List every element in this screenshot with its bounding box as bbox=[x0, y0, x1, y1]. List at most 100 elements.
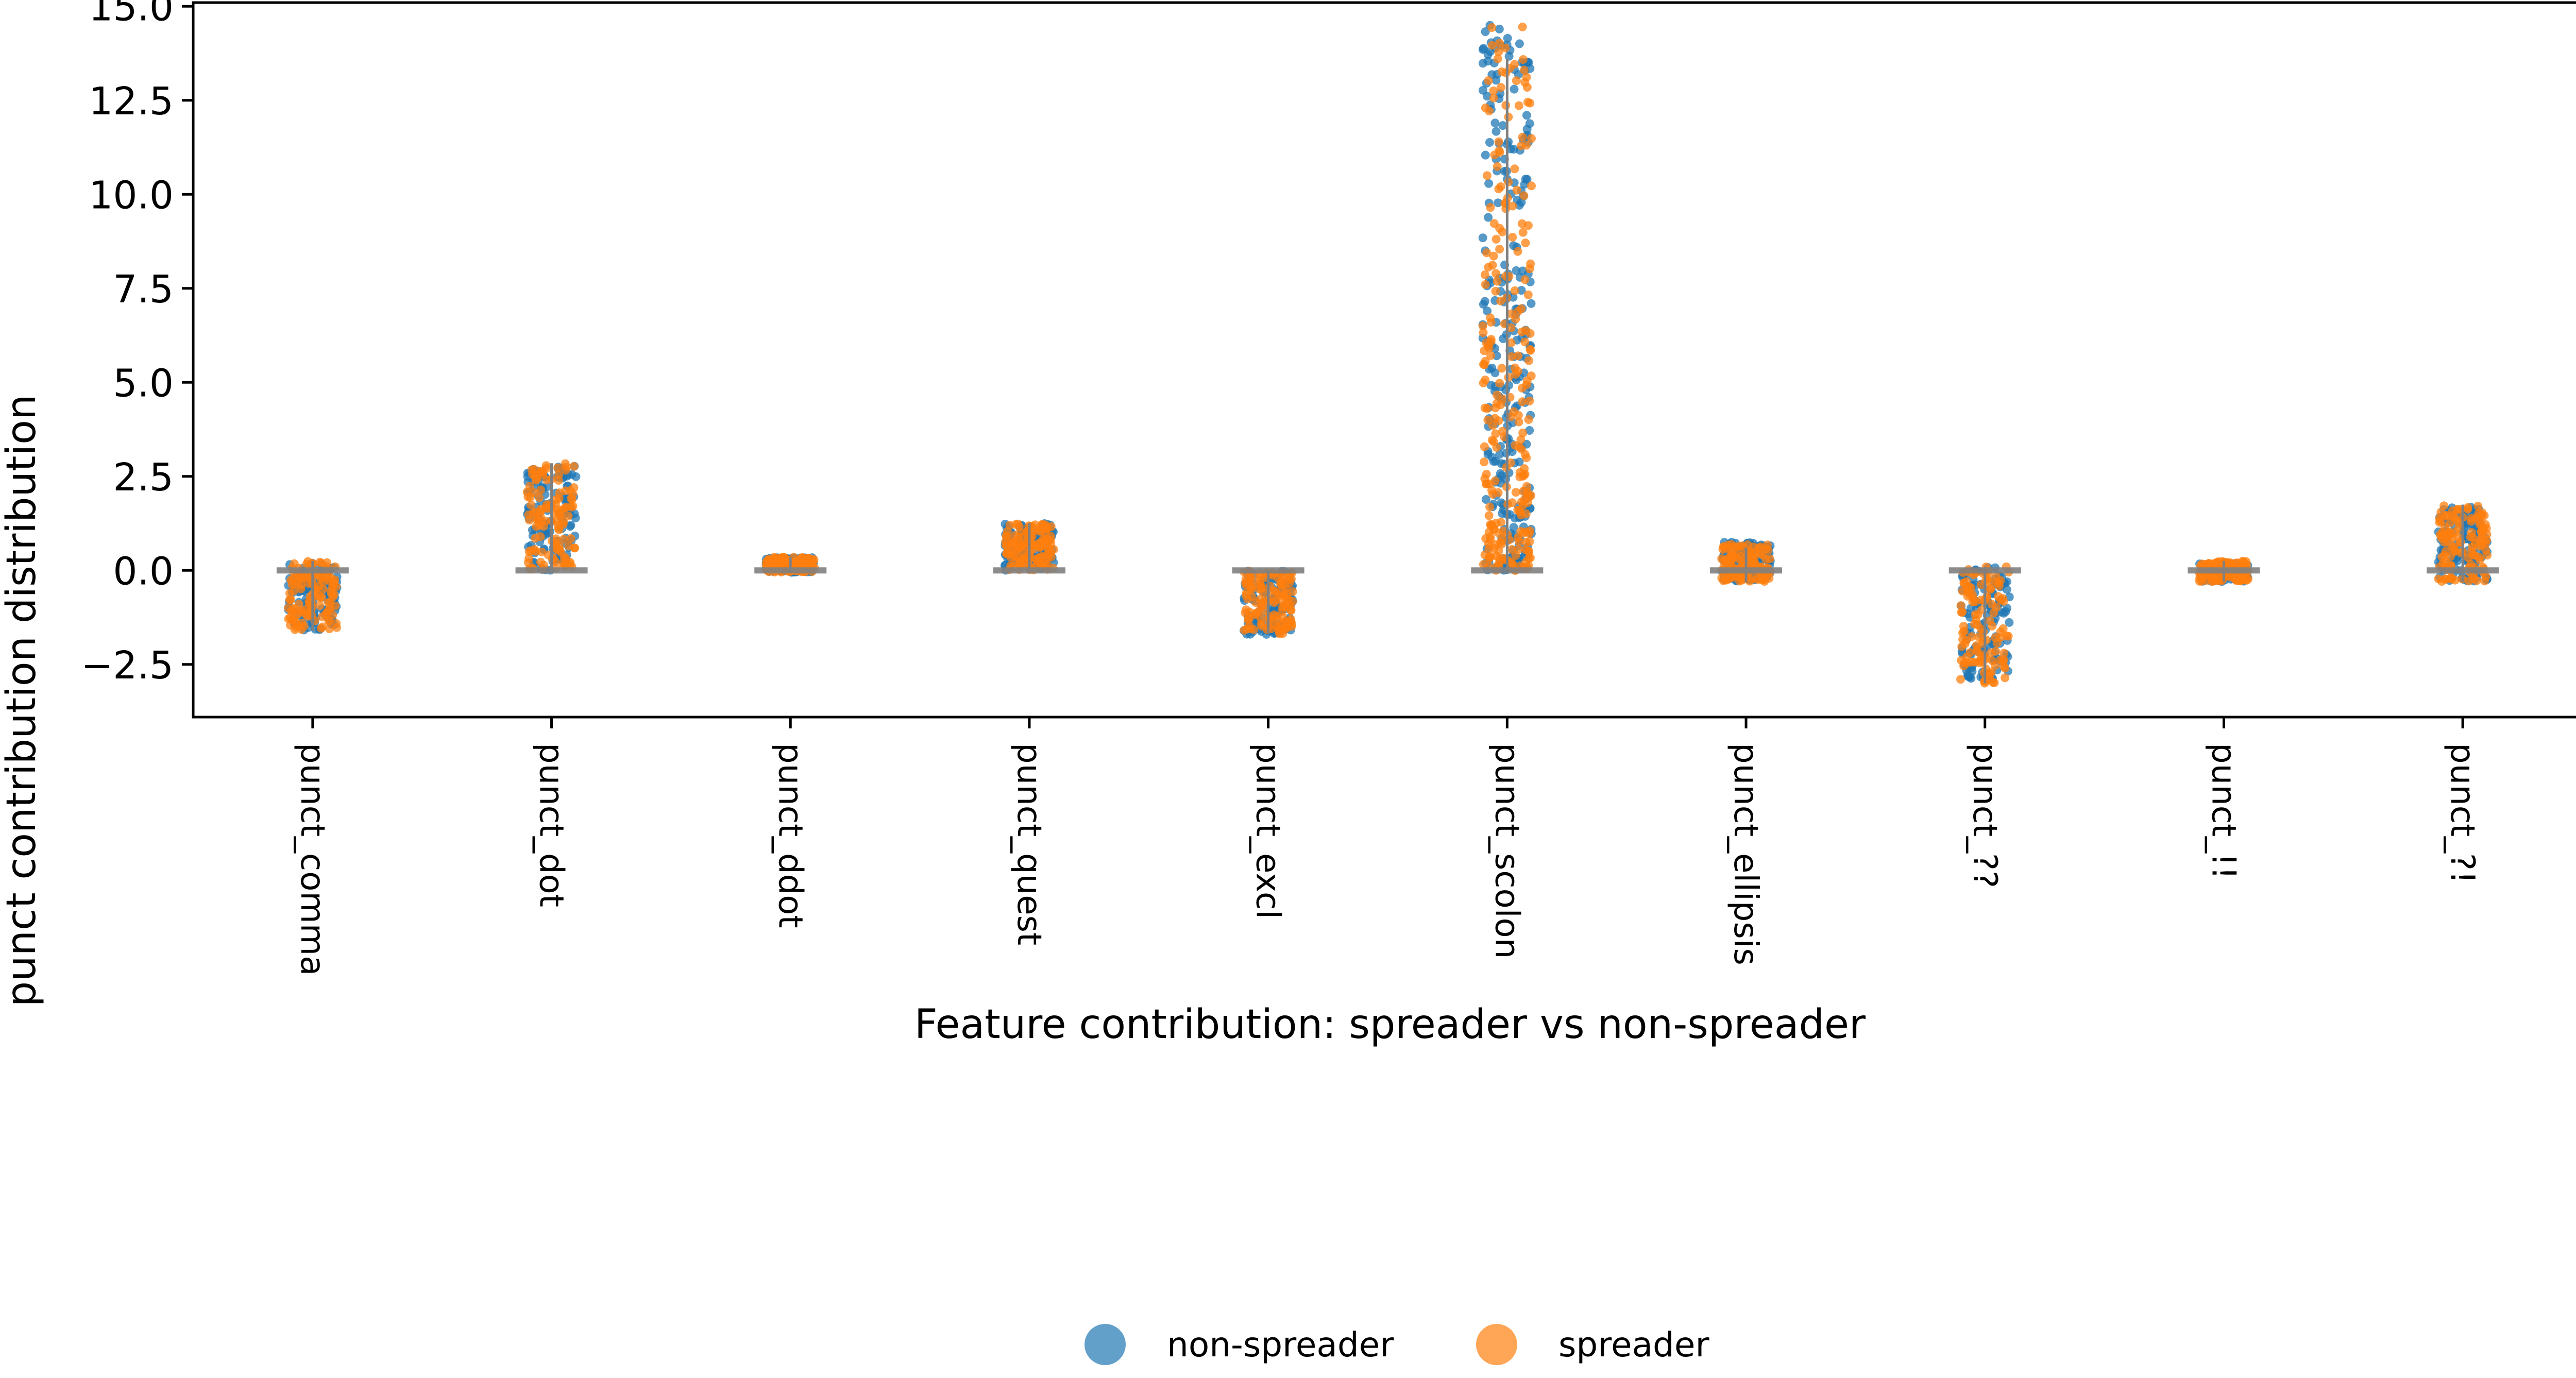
point-punct_scolon-spreader bbox=[1492, 399, 1501, 408]
point-punct_?!-spreader bbox=[2481, 545, 2490, 554]
point-punct_??-spreader bbox=[1976, 596, 1986, 605]
point-punct_comma-spreader bbox=[284, 614, 293, 623]
point-punct_comma-spreader bbox=[315, 593, 325, 602]
point-punct_scolon-non-spreader bbox=[1486, 381, 1496, 390]
point-punct_??-spreader bbox=[1994, 579, 2003, 588]
point-punct_scolon-spreader bbox=[1520, 337, 1530, 347]
point-punct_scolon-non-spreader bbox=[1498, 121, 1507, 130]
legend-marker-spreader bbox=[1476, 1324, 1517, 1365]
x-tick-label-punct_?!: punct_?! bbox=[2443, 743, 2481, 884]
point-punct_scolon-spreader bbox=[1525, 397, 1534, 405]
point-punct_dot-spreader bbox=[532, 522, 541, 531]
x-tick-label-punct_excl: punct_excl bbox=[1249, 743, 1287, 919]
point-punct_scolon-spreader bbox=[1521, 239, 1530, 248]
point-punct_quest-spreader bbox=[1001, 540, 1010, 550]
point-punct_dot-spreader bbox=[567, 503, 576, 512]
point-punct_dot-spreader bbox=[531, 534, 540, 543]
point-punct_scolon-non-spreader bbox=[1481, 150, 1490, 160]
point-punct_??-spreader bbox=[1968, 597, 1977, 606]
point-punct_scolon-spreader bbox=[1512, 76, 1521, 86]
point-punct_scolon-non-spreader bbox=[1483, 450, 1493, 459]
point-punct_scolon-spreader bbox=[1486, 203, 1495, 212]
point-punct_??-spreader bbox=[1967, 583, 1975, 592]
point-punct_scolon-spreader bbox=[1524, 356, 1534, 365]
point-punct_scolon-spreader bbox=[1507, 352, 1516, 361]
point-punct_??-spreader bbox=[1965, 648, 1975, 657]
box-punct_excl bbox=[1232, 567, 1304, 574]
point-punct_scolon-spreader bbox=[1487, 435, 1497, 445]
point-punct_??-spreader bbox=[1985, 616, 1994, 625]
point-punct_??-spreader bbox=[1991, 571, 2001, 581]
point-punct_scolon-spreader bbox=[1514, 101, 1523, 110]
point-punct_scolon-spreader bbox=[1494, 488, 1503, 497]
point-punct_scolon-spreader bbox=[1524, 415, 1533, 424]
point-punct_scolon-spreader bbox=[1488, 261, 1497, 270]
point-punct_dot-spreader bbox=[553, 463, 563, 472]
point-punct_scolon-spreader bbox=[1491, 286, 1500, 296]
y-tick-label: −2.5 bbox=[81, 643, 174, 688]
point-punct_scolon-spreader bbox=[1520, 495, 1529, 504]
point-punct_scolon-spreader bbox=[1518, 383, 1527, 393]
x-tick-label-punct_quest: punct_quest bbox=[1010, 743, 1048, 945]
point-punct_scolon-spreader bbox=[1478, 321, 1487, 331]
point-punct_ddot-spreader bbox=[800, 555, 809, 565]
point-punct_scolon-spreader bbox=[1495, 39, 1504, 48]
point-punct_??-spreader bbox=[1976, 580, 1986, 589]
point-punct_?!-spreader bbox=[2482, 524, 2491, 533]
point-punct_excl-spreader bbox=[1274, 625, 1283, 635]
x-tick-label-punct_dot: punct_dot bbox=[532, 743, 570, 907]
point-punct_scolon-spreader bbox=[1490, 476, 1500, 485]
point-punct_scolon-spreader bbox=[1506, 338, 1516, 347]
box-punct_quest bbox=[993, 567, 1065, 574]
point-punct_scolon-non-spreader bbox=[1478, 59, 1487, 68]
point-punct_comma-spreader bbox=[285, 595, 294, 604]
x-tick-label-punct_comma: punct_comma bbox=[293, 743, 331, 976]
point-punct_scolon-spreader bbox=[1514, 417, 1523, 427]
point-punct_!!-spreader bbox=[2205, 559, 2213, 568]
point-punct_scolon-spreader bbox=[1507, 545, 1516, 554]
point-punct_scolon-spreader bbox=[1510, 60, 1519, 69]
point-punct_??-spreader bbox=[1991, 647, 2001, 656]
point-punct_dot-spreader bbox=[527, 500, 536, 509]
y-tick-label: 10.0 bbox=[89, 173, 174, 217]
point-punct_dot-spreader bbox=[559, 518, 568, 527]
point-punct_scolon-spreader bbox=[1489, 86, 1498, 95]
point-punct_??-spreader bbox=[1996, 633, 2005, 642]
point-punct_scolon-spreader bbox=[1494, 529, 1503, 538]
point-punct_excl-spreader bbox=[1273, 589, 1282, 599]
point-punct_??-spreader bbox=[1956, 675, 1965, 684]
point-punct_scolon-spreader bbox=[1515, 443, 1524, 452]
point-punct_??-spreader bbox=[1972, 647, 1981, 656]
point-punct_scolon-spreader bbox=[1501, 271, 1510, 281]
point-punct_dot-spreader bbox=[569, 462, 579, 471]
point-punct_scolon-spreader bbox=[1526, 259, 1535, 268]
point-punct_??-spreader bbox=[1959, 622, 1968, 631]
point-punct_scolon-spreader bbox=[1486, 532, 1495, 541]
point-punct_scolon-spreader bbox=[1487, 23, 1497, 32]
point-punct_excl-spreader bbox=[1244, 613, 1253, 622]
point-punct_quest-spreader bbox=[1040, 558, 1049, 568]
point-punct_??-spreader bbox=[2001, 673, 2010, 683]
point-punct_scolon-non-spreader bbox=[1515, 39, 1524, 48]
y-tick-label: 0.0 bbox=[113, 549, 174, 593]
point-punct_comma-spreader bbox=[303, 611, 312, 621]
point-punct_scolon-spreader bbox=[1484, 511, 1494, 520]
point-punct_quest-spreader bbox=[1013, 552, 1022, 562]
point-punct_scolon-non-spreader bbox=[1504, 52, 1514, 61]
point-punct_ellipsis-spreader bbox=[1748, 553, 1757, 562]
point-punct_dot-spreader bbox=[525, 516, 534, 525]
point-punct_scolon-non-spreader bbox=[1483, 307, 1492, 316]
point-punct_dot-spreader bbox=[527, 465, 536, 474]
point-punct_?!-spreader bbox=[2440, 522, 2449, 531]
point-punct_quest-spreader bbox=[1011, 520, 1021, 529]
box-punct_ellipsis bbox=[1710, 567, 1783, 574]
legend-label-spreader: spreader bbox=[1558, 1325, 1710, 1365]
point-punct_scolon-non-spreader bbox=[1479, 86, 1487, 95]
point-punct_comma-spreader bbox=[325, 624, 334, 634]
point-punct_excl-spreader bbox=[1282, 594, 1292, 603]
point-punct_dot-spreader bbox=[554, 523, 563, 533]
point-punct_??-spreader bbox=[1979, 627, 1988, 637]
point-punct_quest-spreader bbox=[1049, 545, 1058, 554]
point-punct_?!-spreader bbox=[2435, 530, 2445, 539]
